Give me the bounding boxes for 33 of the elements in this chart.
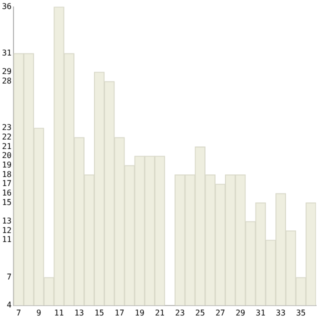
x-tick-label: 15 bbox=[94, 308, 104, 318]
x-tick-label: 17 bbox=[114, 308, 124, 318]
x-tick-label: 13 bbox=[74, 308, 84, 318]
y-tick-label: 15 bbox=[2, 198, 12, 207]
y-tick-label: 11 bbox=[2, 235, 12, 244]
x-tick-label: 25 bbox=[195, 308, 206, 318]
y-tick-label: 23 bbox=[2, 123, 12, 132]
y-tick-label: 7 bbox=[6, 272, 12, 282]
y-tick-label: 20 bbox=[2, 151, 12, 160]
x-tick-label: 29 bbox=[236, 308, 246, 318]
y-tick-label: 17 bbox=[2, 179, 12, 188]
y-tick-label: 36 bbox=[2, 2, 12, 11]
y-tick-label: 12 bbox=[2, 226, 12, 235]
y-tick-label: 28 bbox=[2, 76, 12, 86]
x-tick-label: 9 bbox=[36, 308, 42, 318]
x-tick-label: 31 bbox=[256, 308, 266, 318]
y-tick-label: 13 bbox=[2, 216, 12, 226]
x-tick-label: 19 bbox=[134, 308, 145, 318]
y-tick-label: 16 bbox=[2, 188, 12, 198]
x-tick-label: 27 bbox=[215, 308, 226, 318]
y-tick-label: 4 bbox=[6, 300, 12, 310]
y-tick-label: 31 bbox=[2, 48, 12, 58]
x-tick-label: 23 bbox=[175, 308, 185, 318]
x-tick-label: 21 bbox=[154, 308, 165, 318]
x-tick-label: 35 bbox=[296, 308, 306, 318]
y-tick-label: 21 bbox=[2, 142, 12, 151]
x-tick-label: 7 bbox=[16, 308, 22, 318]
y-tick-label: 18 bbox=[2, 170, 12, 179]
y-tick-label: 22 bbox=[2, 132, 12, 142]
y-tick-label: 29 bbox=[2, 67, 12, 76]
x-tick-label: 11 bbox=[54, 308, 64, 318]
x-tick-label: 33 bbox=[276, 308, 286, 318]
y-tick-label: 19 bbox=[2, 160, 12, 170]
